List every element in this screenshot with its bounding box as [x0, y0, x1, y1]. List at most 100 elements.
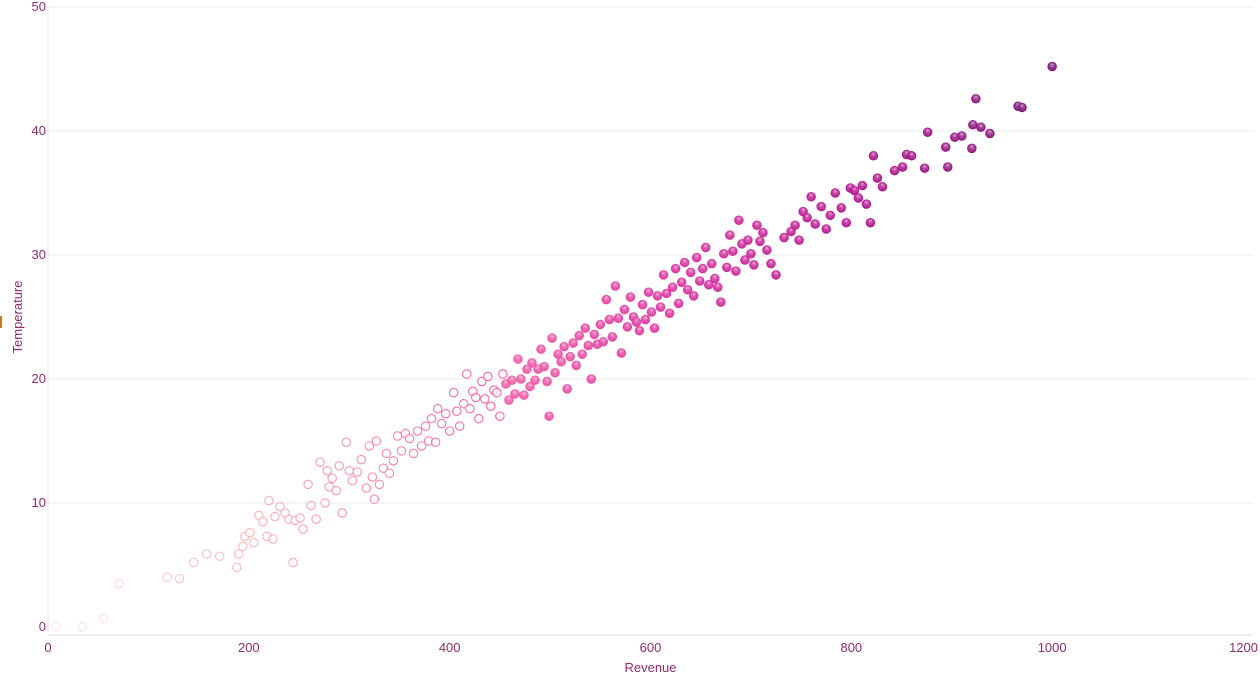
- data-point: [507, 375, 517, 385]
- data-point: [691, 252, 702, 263]
- data-point: [577, 349, 587, 359]
- data-point: [174, 573, 185, 584]
- data-point: [527, 358, 537, 368]
- data-point: [762, 245, 772, 255]
- data-point: [331, 485, 341, 496]
- data-point: [495, 411, 505, 421]
- data-point: [298, 524, 308, 534]
- data-point: [655, 302, 666, 312]
- data-point: [825, 210, 835, 221]
- data-point: [295, 513, 305, 523]
- data-point: [306, 500, 316, 511]
- data-point: [889, 165, 900, 176]
- data-point: [232, 562, 242, 573]
- y-tick-label: 10: [32, 495, 46, 510]
- data-point: [752, 220, 762, 230]
- data-point: [268, 534, 278, 544]
- x-axis-title: Revenue: [624, 660, 676, 675]
- data-point: [976, 122, 986, 133]
- data-point: [877, 182, 888, 192]
- data-point: [483, 371, 493, 382]
- data-point: [740, 255, 750, 265]
- data-point: [486, 401, 496, 412]
- data-point: [794, 235, 804, 245]
- data-point: [610, 281, 621, 291]
- data-point: [580, 323, 590, 333]
- data-point: [542, 376, 552, 387]
- data-point: [451, 406, 462, 416]
- data-point: [728, 246, 738, 257]
- data-point: [694, 276, 705, 286]
- data-point: [685, 267, 696, 278]
- data-point: [643, 287, 654, 297]
- data-point: [592, 339, 603, 350]
- data-point: [477, 376, 487, 387]
- data-point: [679, 257, 690, 268]
- data-point: [713, 282, 723, 292]
- data-point: [574, 330, 584, 341]
- data-point: [707, 258, 717, 269]
- data-point: [562, 384, 572, 394]
- data-point: [440, 408, 451, 419]
- data-point: [861, 199, 872, 209]
- data-point: [758, 227, 768, 238]
- data-point: [667, 282, 678, 292]
- data-point: [816, 201, 826, 212]
- data-point: [426, 413, 437, 424]
- data-point: [658, 270, 669, 280]
- data-point: [1017, 102, 1027, 113]
- data-point: [98, 613, 108, 624]
- data-point: [408, 448, 419, 459]
- data-point: [547, 333, 557, 343]
- data-point: [249, 537, 259, 548]
- data-point: [270, 511, 280, 522]
- data-point: [779, 232, 789, 243]
- data-point: [1047, 61, 1057, 72]
- data-point: [971, 94, 981, 104]
- data-point: [755, 236, 765, 247]
- data-point: [51, 622, 61, 632]
- y-tick-label: 0: [39, 619, 46, 634]
- data-point: [384, 468, 395, 478]
- data-point: [454, 421, 465, 431]
- data-point: [238, 541, 248, 552]
- x-tick-label: 600: [640, 640, 662, 655]
- data-point: [361, 483, 372, 493]
- data-point: [967, 143, 977, 154]
- data-point: [731, 266, 741, 276]
- data-point: [746, 249, 756, 259]
- data-point: [388, 456, 399, 466]
- x-tick-label: 200: [238, 640, 260, 655]
- data-point: [568, 338, 578, 348]
- tick-labels: 0 10 20 30 40 50 0 200 400 600 800 1000 1200: [32, 0, 1258, 655]
- data-point: [315, 457, 325, 467]
- data-point: [722, 262, 732, 273]
- data-point: [682, 284, 693, 295]
- data-point: [404, 433, 415, 444]
- data-point: [559, 342, 569, 352]
- data-points: [51, 61, 1057, 632]
- data-point: [539, 361, 549, 372]
- data-point: [374, 479, 385, 490]
- data-point: [412, 426, 423, 436]
- data-point: [652, 291, 663, 301]
- data-point: [513, 354, 523, 364]
- data-point: [734, 215, 744, 226]
- data-point: [942, 162, 953, 172]
- y-tick-label: 50: [32, 0, 46, 14]
- data-point: [919, 163, 930, 173]
- x-tick-label: 1200: [1229, 640, 1258, 655]
- data-point: [710, 273, 720, 284]
- y-axis-marker: [0, 316, 2, 328]
- data-point: [743, 235, 753, 245]
- data-point: [471, 392, 481, 403]
- data-point: [586, 374, 597, 384]
- data-point: [352, 467, 363, 477]
- data-point: [640, 314, 651, 325]
- data-point: [625, 292, 636, 302]
- y-tick-label: 20: [32, 371, 46, 386]
- data-point: [436, 418, 447, 429]
- data-point: [664, 308, 675, 319]
- data-point: [264, 495, 274, 506]
- data-point: [589, 329, 600, 340]
